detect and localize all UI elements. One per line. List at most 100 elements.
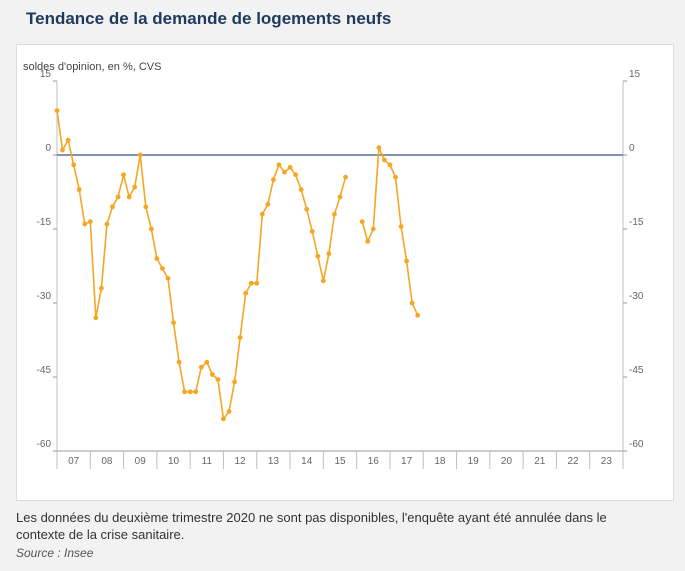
data-point xyxy=(259,211,265,217)
data-point xyxy=(76,187,82,192)
x-tick-label: 11 xyxy=(202,456,213,467)
data-point xyxy=(182,389,188,395)
x-tick-label: 15 xyxy=(334,456,346,467)
data-point xyxy=(154,256,160,261)
data-point xyxy=(265,201,271,207)
data-point xyxy=(232,379,237,385)
y-tick-label-left: -60 xyxy=(37,439,52,450)
data-point xyxy=(198,364,204,370)
x-tick-label: 18 xyxy=(434,456,446,467)
data-point xyxy=(243,290,249,296)
data-point xyxy=(226,409,232,414)
x-tick-label: 20 xyxy=(501,456,513,467)
y-tick-label-right: 15 xyxy=(629,69,641,80)
data-point xyxy=(209,372,215,377)
x-tick-label: 16 xyxy=(368,456,380,467)
data-point xyxy=(370,226,376,232)
data-point xyxy=(165,275,171,281)
x-tick-label: 22 xyxy=(567,456,579,467)
y-tick-label-left: -45 xyxy=(37,365,52,376)
x-tick-label: 19 xyxy=(468,456,480,467)
data-point xyxy=(309,229,315,234)
data-point xyxy=(82,221,88,227)
data-point xyxy=(359,219,365,225)
data-point xyxy=(126,194,132,200)
chart-panel: soldes d'opinion, en %, CVS 15 15 0 0 -15 -15-… xyxy=(16,44,674,501)
y-tick-label-right: -45 xyxy=(629,365,644,376)
data-point xyxy=(343,174,348,180)
data-point xyxy=(143,204,149,210)
data-point xyxy=(215,377,221,382)
data-point xyxy=(315,253,321,259)
data-point xyxy=(115,194,121,200)
x-tick-label: 07 xyxy=(68,456,80,467)
data-point xyxy=(376,145,382,150)
x-tick-label: 09 xyxy=(135,456,147,467)
data-point xyxy=(110,204,115,210)
data-point xyxy=(337,194,343,200)
data-point xyxy=(381,157,387,163)
y-tick-label-left: 15 xyxy=(40,69,52,80)
data-point xyxy=(293,172,299,178)
data-point xyxy=(398,224,404,229)
data-point xyxy=(93,315,99,321)
data-point xyxy=(387,162,393,168)
data-point xyxy=(148,226,154,232)
data-point xyxy=(87,219,93,225)
y-tick-label-left: -30 xyxy=(37,291,52,302)
y-tick-label-left: -15 xyxy=(37,217,52,228)
data-point xyxy=(271,177,276,183)
data-point xyxy=(276,162,282,168)
x-tick-label: 12 xyxy=(235,456,247,467)
data-point xyxy=(282,169,287,175)
data-point xyxy=(415,312,421,318)
x-tick-label: 14 xyxy=(301,456,313,467)
data-point xyxy=(71,162,77,168)
data-point xyxy=(137,152,143,158)
y-tick-label-right: -30 xyxy=(629,291,644,302)
data-point xyxy=(104,221,110,227)
page-title: Tendance de la demande de logements neuf… xyxy=(26,9,392,28)
x-tick-label: 21 xyxy=(534,456,546,467)
data-point xyxy=(60,147,65,153)
data-point xyxy=(320,278,326,284)
data-point xyxy=(326,251,332,257)
data-point xyxy=(393,174,398,180)
data-point xyxy=(54,108,60,113)
data-point xyxy=(237,335,243,340)
data-point xyxy=(132,184,138,190)
data-point xyxy=(160,266,165,271)
data-point xyxy=(365,238,371,244)
data-point xyxy=(98,285,104,291)
data-point xyxy=(304,206,310,212)
chart-source: Source : Insee xyxy=(16,546,94,560)
chart-note: Les données du deuxième trimestre 2020 n… xyxy=(16,510,607,542)
data-point xyxy=(298,187,304,192)
x-tick-label: 10 xyxy=(168,456,180,467)
x-tick-label: 23 xyxy=(601,456,613,467)
data-point xyxy=(176,359,182,365)
series-line xyxy=(56,110,347,420)
data-point xyxy=(204,359,210,365)
data-point xyxy=(121,172,126,178)
y-tick-label-right: -60 xyxy=(629,439,644,450)
x-tick-label: 17 xyxy=(401,456,413,467)
data-point xyxy=(404,258,409,264)
data-point xyxy=(254,280,260,286)
data-point xyxy=(409,300,415,306)
data-point xyxy=(193,389,199,395)
y-tick-label-right: 0 xyxy=(629,143,635,154)
data-point xyxy=(221,416,226,422)
x-tick-label: 13 xyxy=(268,456,280,467)
data-point xyxy=(65,137,71,143)
y-tick-label-left: 0 xyxy=(45,143,51,154)
data-point xyxy=(248,280,254,286)
x-tick-label: 08 xyxy=(101,456,113,467)
series-line xyxy=(361,146,419,316)
data-point xyxy=(287,164,293,170)
y-tick-label-right: -15 xyxy=(629,217,644,228)
data-point xyxy=(187,389,193,395)
data-point xyxy=(171,320,176,326)
y-axis-unit-label: soldes d'opinion, en %, CVS xyxy=(23,61,161,73)
